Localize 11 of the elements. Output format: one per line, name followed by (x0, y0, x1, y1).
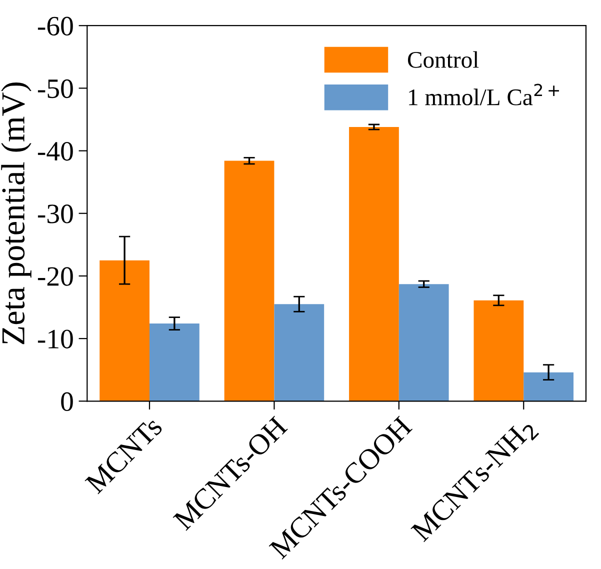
y-tick-label: -30 (38, 204, 73, 224)
y-tick-label: -60 (38, 16, 73, 36)
y-tick-label: -20 (38, 267, 73, 286)
y-tick-label: -40 (38, 142, 73, 161)
y-tick-label: -50 (38, 79, 73, 98)
y-tick-label: 0 (61, 392, 73, 412)
legend-label: Control (408, 51, 479, 68)
y-axis-title: Zeta potential (mV) (1, 82, 32, 344)
x-tick-label: MCNTs-NH$_{2}$ (410, 416, 540, 546)
y-tick-label: -10 (38, 330, 73, 348)
legend-label: 1 mmol/L Ca$^{2+}$ (409, 84, 559, 106)
